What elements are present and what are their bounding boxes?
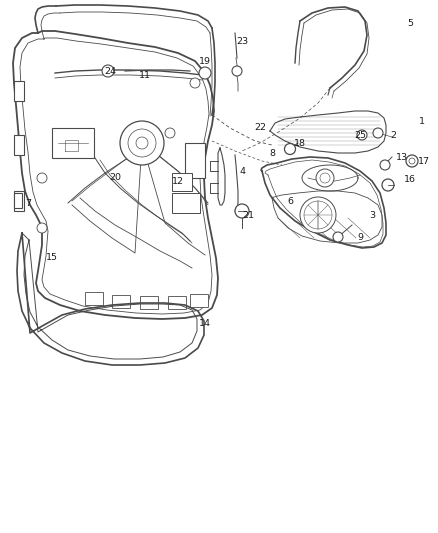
Text: 21: 21 [242,211,254,220]
Circle shape [120,121,164,165]
Text: 7: 7 [25,198,31,207]
FancyBboxPatch shape [190,294,208,307]
Circle shape [199,67,211,79]
Text: 13: 13 [396,154,408,163]
Circle shape [232,66,242,76]
Text: 16: 16 [404,175,416,184]
Circle shape [37,173,47,183]
Text: 3: 3 [369,211,375,220]
Circle shape [304,201,332,229]
FancyBboxPatch shape [52,128,94,158]
Circle shape [373,128,383,138]
FancyBboxPatch shape [14,191,24,211]
FancyBboxPatch shape [14,193,22,208]
Circle shape [406,155,418,167]
Text: 15: 15 [46,254,58,262]
Circle shape [300,197,336,233]
Circle shape [128,129,156,157]
Text: 12: 12 [172,176,184,185]
Circle shape [380,160,390,170]
Text: 23: 23 [236,36,248,45]
FancyBboxPatch shape [85,292,103,305]
Circle shape [165,128,175,138]
Circle shape [285,143,296,155]
FancyBboxPatch shape [168,296,186,309]
Circle shape [357,130,367,140]
Text: 4: 4 [239,166,245,175]
Text: 24: 24 [104,67,116,76]
Text: 19: 19 [199,56,211,66]
Text: 20: 20 [109,174,121,182]
FancyBboxPatch shape [14,81,24,101]
Text: 8: 8 [269,149,275,157]
Text: 25: 25 [354,131,366,140]
Text: 18: 18 [294,139,306,148]
Circle shape [37,223,47,233]
Text: 22: 22 [254,124,266,133]
Text: 9: 9 [357,233,363,243]
FancyBboxPatch shape [140,296,158,309]
FancyBboxPatch shape [172,173,192,191]
Circle shape [190,78,200,88]
Circle shape [316,169,334,187]
Circle shape [102,65,114,77]
Text: 1: 1 [419,117,425,125]
Circle shape [333,232,343,242]
Text: 6: 6 [287,197,293,206]
FancyBboxPatch shape [185,143,205,178]
FancyBboxPatch shape [14,135,24,155]
Text: 14: 14 [199,319,211,327]
Circle shape [409,158,415,164]
Text: 2: 2 [390,131,396,140]
FancyBboxPatch shape [172,193,200,213]
Circle shape [235,204,249,218]
Circle shape [136,137,148,149]
Circle shape [320,173,330,183]
FancyBboxPatch shape [112,295,130,308]
Text: 17: 17 [418,157,430,166]
Text: 11: 11 [139,70,151,79]
Circle shape [382,179,394,191]
Text: 5: 5 [407,19,413,28]
